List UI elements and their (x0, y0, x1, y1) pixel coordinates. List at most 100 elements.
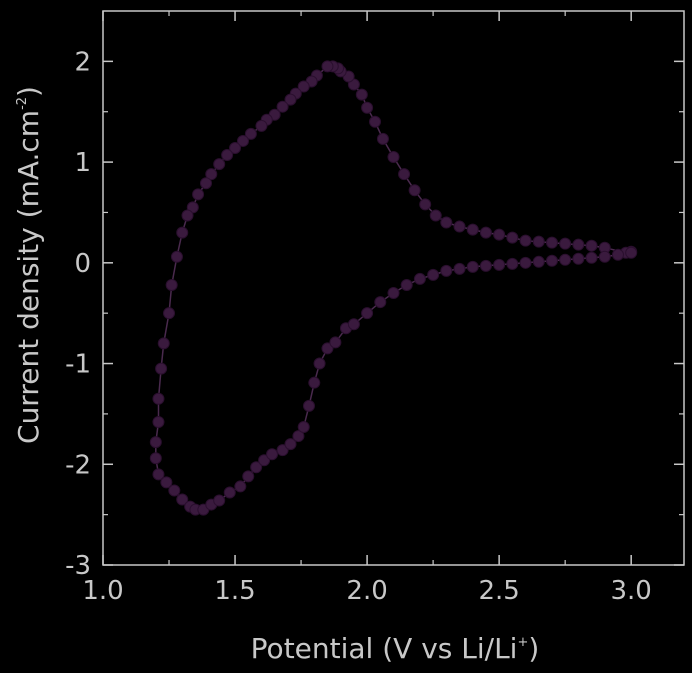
y-tick-label: 1 (74, 148, 91, 178)
data-point (519, 234, 532, 247)
data-point (170, 250, 183, 263)
data-point (176, 493, 189, 506)
data-point (258, 454, 271, 467)
data-point (163, 307, 176, 320)
data-point (176, 226, 189, 239)
data-point (572, 252, 585, 265)
x-tick-label: 1.5 (214, 576, 255, 606)
y-axis-label: Current density (mA.cm-2) (12, 86, 45, 444)
data-point (559, 253, 572, 266)
data-point (229, 141, 242, 154)
y-tick-label: -3 (65, 551, 91, 581)
data-point (506, 257, 519, 270)
x-tick-label: 2.0 (346, 576, 387, 606)
data-point (387, 287, 400, 300)
data-point (302, 399, 315, 412)
data-point (149, 436, 162, 449)
data-point (361, 307, 374, 320)
data-point (611, 248, 624, 261)
y-tick-label: -1 (65, 350, 91, 380)
x-tick-label: 2.5 (478, 576, 519, 606)
data-point (545, 236, 558, 249)
data-point (250, 461, 263, 474)
data-point (181, 209, 194, 222)
data-point (168, 484, 181, 497)
data-point (234, 480, 247, 493)
data-point (559, 237, 572, 250)
data-point (419, 198, 432, 211)
data-point (440, 264, 453, 277)
data-point (160, 476, 173, 489)
data-point (453, 262, 466, 275)
y-tick-label: 2 (74, 47, 91, 77)
data-point (519, 256, 532, 269)
data-point (585, 251, 598, 264)
data-point (376, 132, 389, 145)
data-point (221, 149, 234, 162)
data-point (453, 220, 466, 233)
data-point (532, 235, 545, 248)
data-point (374, 296, 387, 309)
plot-frame (102, 10, 685, 566)
data-point (598, 250, 611, 263)
data-point (213, 158, 226, 171)
data-point (284, 438, 297, 451)
data-point (244, 127, 257, 140)
data-point (361, 101, 374, 114)
data-point (429, 209, 442, 222)
data-point (205, 168, 218, 181)
y-tick-label: 0 (74, 249, 91, 279)
data-point (297, 421, 310, 434)
data-point (266, 448, 279, 461)
data-point (585, 239, 598, 252)
data-point (479, 259, 492, 272)
data-point (152, 392, 165, 405)
data-point (165, 278, 178, 291)
data-point (276, 100, 289, 113)
data-point (347, 318, 360, 331)
data-point (493, 258, 506, 271)
data-point (192, 188, 205, 201)
data-point (149, 452, 162, 465)
x-tick-label: 1.0 (82, 576, 123, 606)
data-point (479, 226, 492, 239)
data-point (213, 494, 226, 507)
data-point (242, 470, 255, 483)
data-point (313, 357, 326, 370)
ticks: 1.0 1.5 2.0 2.5 3.0 -3 -2 -1 0 1 2 (65, 11, 684, 606)
x-axis-label: Potential (V vs Li/Li+) (251, 632, 540, 665)
data-point (427, 268, 440, 281)
data-point (236, 134, 249, 147)
data-point (466, 260, 479, 273)
data-point (408, 184, 421, 197)
data-point (255, 119, 268, 132)
data-point (387, 151, 400, 164)
series-line (155, 65, 632, 511)
data-point (152, 415, 165, 428)
data-point (532, 255, 545, 268)
data-point (157, 337, 170, 350)
data-point (152, 468, 165, 481)
data-point (155, 362, 168, 375)
data-point (292, 430, 305, 443)
data-point (398, 168, 411, 181)
data-point (199, 177, 212, 190)
data-point (284, 93, 297, 106)
x-tick-label: 3.0 (611, 576, 652, 606)
data-point (493, 228, 506, 241)
data-point (329, 336, 342, 349)
data-point (440, 216, 453, 229)
axes (102, 10, 685, 566)
data-point (355, 88, 368, 101)
data-point (466, 223, 479, 236)
data-point (545, 254, 558, 267)
data-point (276, 444, 289, 457)
data-point (400, 278, 413, 291)
data-point (223, 486, 236, 499)
data-point (413, 272, 426, 285)
data-point (308, 376, 321, 389)
data-point (506, 231, 519, 244)
data-point (369, 115, 382, 128)
